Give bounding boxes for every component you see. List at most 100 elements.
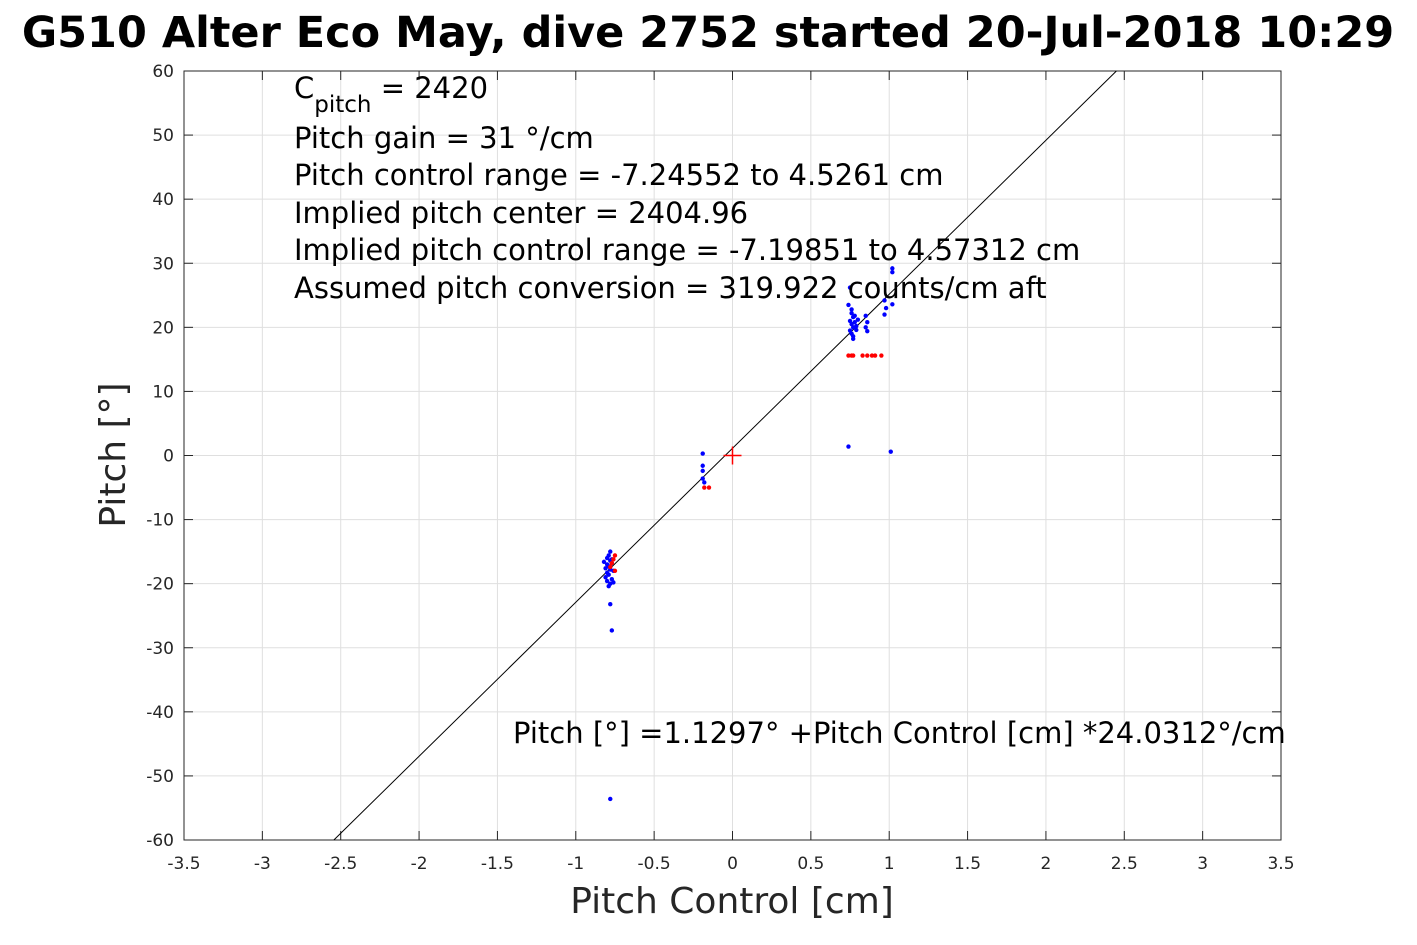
x-tick-label: 2 — [1041, 854, 1052, 874]
data-point — [882, 298, 887, 303]
x-tick-label: 3.5 — [1267, 854, 1294, 874]
data-point — [888, 449, 893, 454]
data-points — [601, 266, 895, 802]
data-point — [609, 628, 615, 633]
x-tick-label: 0 — [727, 854, 738, 874]
x-tick-label: 3 — [1197, 854, 1208, 874]
data-point — [865, 320, 870, 325]
annotation-pitch-conversion: Assumed pitch conversion = 319.922 count… — [294, 271, 1047, 305]
data-point — [604, 555, 610, 561]
x-tick-label: -1 — [567, 854, 584, 874]
y-tick-label: 30 — [152, 254, 174, 274]
data-point — [702, 485, 707, 490]
axis-ticks — [183, 70, 1282, 841]
c-pitch-annotation: Cpitch = 2420 — [294, 71, 488, 118]
data-point — [706, 485, 712, 490]
data-point — [890, 302, 895, 307]
x-tick-label: 0.5 — [797, 854, 824, 874]
chart-title: G510 Alter Eco May, dive 2752 started 20… — [22, 8, 1394, 58]
y-tick-label: -40 — [146, 703, 174, 723]
data-point — [855, 317, 861, 322]
x-axis-label: Pitch Control [cm] — [570, 881, 894, 922]
data-point — [852, 313, 857, 318]
data-point — [611, 557, 616, 562]
data-point — [854, 327, 859, 333]
c-pitch-subscript: pitch — [314, 92, 371, 118]
data-point — [608, 564, 613, 570]
x-tick-label: -2 — [411, 854, 428, 874]
x-tick-labels: -3.5 -3 -2.5 -2 -1.5 -1 -0.5 0 0.5 1 1.5 2 2.5 3 3.5 — [167, 854, 1294, 874]
data-point — [890, 270, 895, 275]
annotation-pitch-gain: Pitch gain = 31 °/cm — [294, 121, 594, 155]
data-point — [850, 336, 856, 342]
y-tick-label: -60 — [146, 831, 174, 851]
data-point — [846, 444, 851, 449]
grid-lines — [183, 70, 1282, 841]
y-tick-labels: -60 -50 -40 -30 -20 -10 0 10 20 30 40 50 60 — [146, 62, 174, 851]
data-point — [612, 553, 618, 558]
annotation-control-range: Pitch control range = -7.24552 to 4.5261… — [294, 158, 943, 192]
data-point — [865, 353, 870, 358]
data-point — [700, 468, 705, 474]
y-tick-label: 50 — [152, 126, 174, 146]
x-tick-label: -0.5 — [638, 854, 671, 874]
y-tick-label: 40 — [152, 190, 174, 210]
data-point — [849, 311, 854, 316]
data-point — [863, 325, 868, 330]
data-point — [882, 312, 887, 317]
data-point — [854, 323, 859, 329]
y-tick-label: -20 — [146, 575, 174, 595]
data-point — [604, 578, 610, 584]
data-point — [865, 328, 870, 334]
data-point — [849, 307, 854, 312]
y-tick-label: 10 — [152, 382, 174, 402]
data-point — [702, 480, 707, 485]
data-point — [879, 353, 884, 358]
fit-equation: Pitch [°] =1.1297° +Pitch Control [cm] *… — [513, 716, 1286, 750]
data-point — [608, 549, 613, 554]
x-tick-label: 2.5 — [1111, 854, 1138, 874]
data-point — [883, 305, 889, 311]
y-tick-label: -10 — [146, 511, 174, 531]
data-point — [603, 575, 608, 580]
x-tick-label: 1 — [884, 854, 895, 874]
data-point — [606, 584, 611, 589]
data-point — [700, 463, 705, 468]
annotation-implied-range: Implied pitch control range = -7.19851 t… — [294, 233, 1080, 267]
x-tick-label: -3 — [254, 854, 271, 874]
x-tick-label: -2.5 — [324, 854, 357, 874]
data-point — [611, 580, 616, 585]
y-tick-label: 20 — [152, 318, 174, 338]
data-point — [608, 796, 613, 802]
data-point — [860, 353, 865, 358]
c-pitch-value: = 2420 — [371, 71, 488, 105]
data-point — [852, 320, 857, 325]
center-marker-layer — [723, 446, 742, 465]
y-tick-label: -50 — [146, 767, 174, 787]
data-point — [847, 285, 853, 290]
x-tick-label: 1.5 — [954, 854, 981, 874]
data-point — [612, 568, 618, 574]
data-point — [603, 566, 608, 571]
y-tick-label: -30 — [146, 639, 174, 659]
data-point — [869, 353, 875, 358]
data-point — [608, 601, 613, 607]
y-tick-label: 0 — [163, 447, 174, 467]
data-point — [700, 476, 705, 481]
data-point — [890, 266, 895, 271]
data-point — [872, 353, 878, 358]
annotation-pitch-center: Implied pitch center = 2404.96 — [294, 196, 748, 230]
data-point — [863, 313, 868, 318]
x-tick-label: -1.5 — [481, 854, 514, 874]
data-point — [846, 353, 851, 358]
y-tick-label: 60 — [152, 62, 174, 82]
data-point — [601, 559, 607, 565]
data-point — [606, 572, 611, 577]
data-point — [850, 353, 856, 358]
data-point — [609, 560, 615, 566]
c-pitch-main: C — [294, 71, 314, 105]
data-point — [700, 451, 705, 456]
data-point — [846, 302, 851, 308]
y-axis-label: Pitch [°] — [93, 382, 134, 527]
